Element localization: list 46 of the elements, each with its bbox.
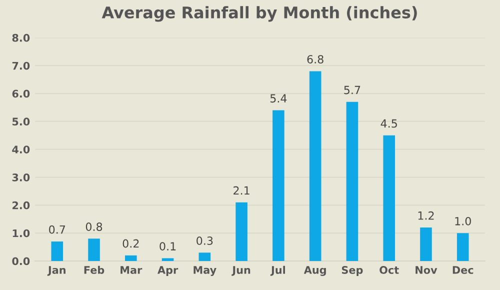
- data-label: 0.1: [160, 242, 176, 250]
- x-tick-label: Aug: [304, 266, 326, 276]
- y-tick-label: 8.0: [12, 34, 30, 42]
- data-label: 0.7: [49, 225, 66, 234]
- data-label: 0.2: [122, 239, 139, 248]
- y-tick-label: 5.0: [12, 118, 30, 126]
- x-tick-label: Oct: [380, 266, 399, 274]
- data-label: 4.5: [380, 119, 397, 128]
- bar: [346, 102, 358, 261]
- x-tick-label: Sep: [342, 266, 363, 276]
- bar: [236, 202, 248, 261]
- bar: [198, 252, 211, 261]
- x-tick-label: Feb: [84, 266, 104, 274]
- y-tick-label: 1.0: [12, 229, 30, 238]
- y-tick-label: 3.0: [12, 173, 30, 182]
- y-tick-label: 0.0: [12, 257, 30, 266]
- y-tick-label: 7.0: [12, 62, 30, 70]
- x-tick-label: Dec: [452, 266, 474, 274]
- bar: [125, 255, 137, 261]
- bar: [162, 258, 174, 261]
- bar: [88, 238, 100, 261]
- x-tick-label: Nov: [416, 266, 438, 274]
- chart-title: Average Rainfall by Month (inches): [102, 6, 417, 22]
- x-tick-label: Jul: [270, 266, 285, 276]
- data-label: 2.1: [234, 186, 250, 195]
- bar: [420, 228, 432, 261]
- data-label: 0.3: [196, 236, 213, 245]
- data-label: 0.8: [86, 222, 102, 231]
- x-tick-label: Apr: [158, 266, 178, 276]
- x-tick-label: Mar: [120, 266, 142, 274]
- y-tick-label: 2.0: [12, 201, 30, 210]
- bar: [383, 135, 395, 261]
- data-label: 6.8: [307, 55, 324, 64]
- bar: [456, 233, 469, 261]
- x-tick-label: Jun: [232, 266, 250, 276]
- data-label: 5.4: [270, 94, 287, 103]
- data-label: 1.2: [418, 211, 434, 220]
- bar: [272, 110, 284, 261]
- data-label: 1.0: [455, 216, 471, 226]
- bar: [309, 71, 322, 261]
- bar: [51, 241, 64, 261]
- data-label: 5.7: [344, 86, 360, 94]
- y-tick-label: 6.0: [12, 90, 30, 98]
- x-tick-label: Jan: [47, 266, 66, 276]
- x-tick-label: May: [194, 266, 216, 276]
- y-tick-label: 4.0: [12, 146, 30, 154]
